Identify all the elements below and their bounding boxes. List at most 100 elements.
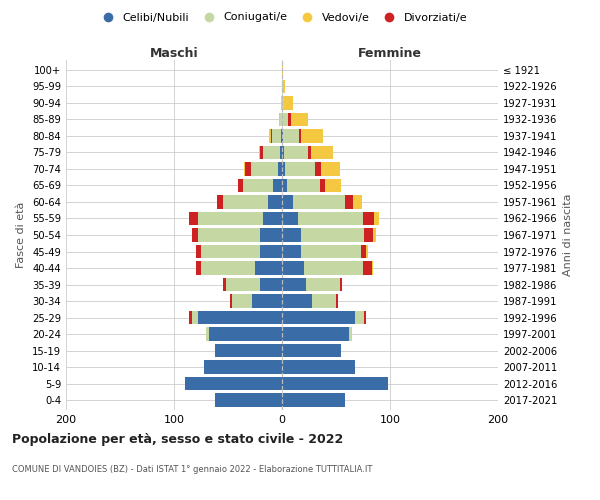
Bar (263, 212, 282, 226)
Bar (226, 278, 260, 291)
Bar (316, 162, 321, 175)
Bar (361, 244, 366, 258)
Bar (301, 129, 323, 142)
Bar (263, 146, 280, 159)
Bar (230, 294, 232, 308)
Bar (196, 261, 201, 275)
Bar (308, 146, 311, 159)
Bar (311, 146, 333, 159)
Bar (282, 178, 287, 192)
Bar (282, 96, 284, 110)
Text: COMUNE DI VANDOIES (BZ) - Dati ISTAT 1° gennaio 2022 - Elaborazione TUTTITALIA.I: COMUNE DI VANDOIES (BZ) - Dati ISTAT 1° … (12, 466, 373, 474)
Bar (321, 162, 340, 175)
Bar (260, 244, 282, 258)
Bar (198, 228, 260, 242)
Bar (340, 278, 343, 291)
Bar (282, 146, 284, 159)
Text: Maschi: Maschi (149, 47, 199, 60)
Bar (282, 377, 388, 390)
Bar (282, 360, 355, 374)
Bar (363, 212, 374, 226)
Bar (209, 328, 282, 341)
Bar (282, 261, 304, 275)
Bar (282, 394, 344, 407)
Bar (206, 328, 209, 341)
Bar (278, 162, 282, 175)
Bar (223, 278, 226, 291)
Bar (364, 228, 373, 242)
Bar (284, 96, 293, 110)
Bar (281, 129, 282, 142)
Bar (215, 394, 282, 407)
Bar (269, 129, 271, 142)
Bar (238, 178, 243, 192)
Bar (271, 129, 272, 142)
Bar (274, 178, 282, 192)
Bar (255, 261, 282, 275)
Bar (282, 80, 283, 93)
Text: Femmine: Femmine (358, 47, 422, 60)
Bar (232, 294, 252, 308)
Bar (290, 112, 308, 126)
Y-axis label: Anni di nascita: Anni di nascita (563, 194, 573, 276)
Bar (363, 261, 371, 275)
Bar (198, 212, 263, 226)
Bar (282, 112, 289, 126)
Bar (223, 195, 268, 209)
Bar (293, 195, 344, 209)
Bar (299, 129, 301, 142)
Bar (252, 294, 282, 308)
Bar (280, 112, 282, 126)
Bar (282, 311, 355, 324)
Bar (245, 162, 251, 175)
Bar (244, 162, 245, 175)
Bar (284, 146, 308, 159)
Bar (282, 244, 301, 258)
Bar (355, 311, 364, 324)
Bar (280, 146, 282, 159)
Y-axis label: Fasce di età: Fasce di età (16, 202, 26, 268)
Bar (217, 195, 223, 209)
Bar (344, 195, 353, 209)
Bar (215, 344, 282, 358)
Bar (204, 360, 282, 374)
Bar (198, 311, 282, 324)
Bar (193, 311, 198, 324)
Bar (301, 228, 364, 242)
Bar (185, 377, 282, 390)
Bar (325, 178, 341, 192)
Bar (189, 311, 193, 324)
Bar (268, 195, 282, 209)
Bar (282, 195, 293, 209)
Bar (282, 278, 306, 291)
Bar (301, 244, 361, 258)
Bar (281, 96, 282, 110)
Bar (371, 261, 373, 275)
Bar (282, 162, 285, 175)
Bar (272, 129, 281, 142)
Bar (374, 212, 379, 226)
Bar (336, 294, 338, 308)
Bar (282, 63, 283, 76)
Bar (260, 228, 282, 242)
Legend: Celibi/Nubili, Coniugati/e, Vedovi/e, Divorziati/e: Celibi/Nubili, Coniugati/e, Vedovi/e, Di… (92, 8, 472, 27)
Bar (259, 146, 260, 159)
Bar (193, 228, 198, 242)
Bar (304, 261, 363, 275)
Bar (353, 195, 362, 209)
Bar (283, 129, 299, 142)
Bar (282, 328, 349, 341)
Bar (282, 129, 283, 142)
Bar (364, 311, 366, 324)
Bar (285, 162, 316, 175)
Bar (282, 344, 341, 358)
Bar (260, 278, 282, 291)
Bar (201, 244, 260, 258)
Bar (283, 80, 285, 93)
Bar (349, 328, 352, 341)
Bar (366, 244, 368, 258)
Bar (312, 294, 336, 308)
Bar (373, 228, 376, 242)
Bar (243, 178, 274, 192)
Bar (201, 261, 255, 275)
